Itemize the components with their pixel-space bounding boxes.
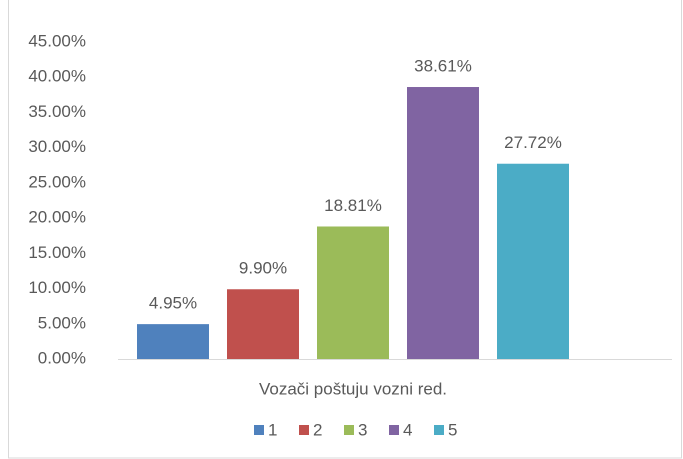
legend-label: 3: [358, 420, 367, 439]
data-label: 18.81%: [324, 196, 382, 215]
y-tick-label: 15.00%: [28, 243, 86, 262]
y-tick-label: 5.00%: [38, 313, 86, 332]
data-label: 38.61%: [414, 56, 472, 75]
x-tick-label: Vozači poštuju vozni red.: [259, 379, 447, 398]
y-tick-label: 30.00%: [28, 137, 86, 156]
legend-label: 4: [403, 420, 412, 439]
y-tick-label: 35.00%: [28, 102, 86, 121]
legend-swatch: [344, 425, 354, 435]
data-label: 4.95%: [149, 294, 197, 313]
legend-swatch: [299, 425, 309, 435]
data-label: 9.90%: [239, 259, 287, 278]
legend-swatch: [434, 425, 444, 435]
y-tick-label: 25.00%: [28, 172, 86, 191]
legend-label: 2: [313, 420, 322, 439]
y-tick-label: 45.00%: [28, 31, 86, 50]
data-label: 27.72%: [504, 133, 562, 152]
y-tick-label: 0.00%: [38, 348, 86, 367]
bar: [227, 289, 299, 359]
y-tick-label: 20.00%: [28, 208, 86, 227]
legend-swatch: [389, 425, 399, 435]
y-tick-label: 10.00%: [28, 278, 86, 297]
bar: [407, 87, 479, 359]
bar: [317, 226, 389, 359]
legend-label: 1: [268, 420, 277, 439]
y-tick-label: 40.00%: [28, 67, 86, 86]
legend-label: 5: [448, 420, 457, 439]
legend-swatch: [254, 425, 264, 435]
bar: [497, 163, 569, 359]
bar: [137, 324, 209, 359]
